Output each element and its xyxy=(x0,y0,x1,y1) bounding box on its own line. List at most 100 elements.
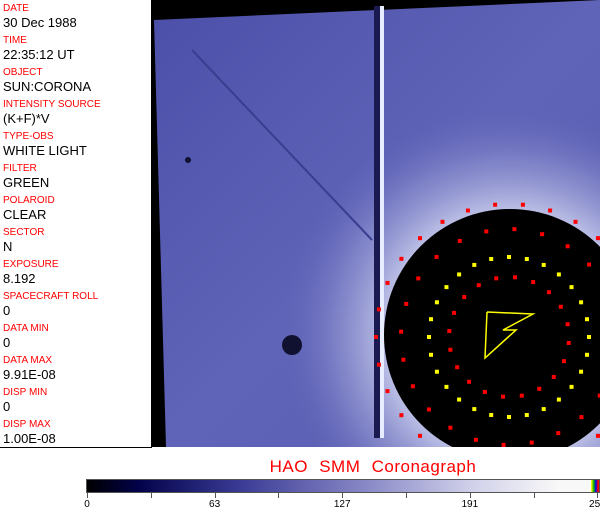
colorbar-tick-label: 0 xyxy=(84,499,90,510)
field-value: (K+F)*V xyxy=(3,111,50,126)
red-marker xyxy=(376,362,381,367)
field-value: 22:35:12 UT xyxy=(3,47,75,62)
red-marker xyxy=(520,202,525,207)
red-marker xyxy=(587,262,592,267)
field-value: 0 xyxy=(3,303,11,318)
field-value: WHITE LIGHT xyxy=(3,143,87,158)
field-value: 8.192 xyxy=(3,271,36,286)
red-marker xyxy=(376,307,381,312)
occulter-disk xyxy=(384,209,600,447)
red-marker xyxy=(493,202,498,207)
red-marker xyxy=(401,357,406,362)
yellow-marker xyxy=(489,257,494,262)
red-marker xyxy=(482,389,487,394)
field-label: DISP MAX xyxy=(3,419,51,430)
red-marker xyxy=(529,440,534,445)
red-marker xyxy=(566,340,571,345)
field-value: 0 xyxy=(3,399,11,414)
red-marker xyxy=(426,407,431,412)
coronagraph-image xyxy=(152,0,600,447)
yellow-marker xyxy=(541,262,546,267)
plot-title: HAO SMM Coronagraph xyxy=(269,457,477,476)
yellow-marker xyxy=(434,369,439,374)
field-label: DATA MAX xyxy=(3,355,53,366)
red-marker xyxy=(558,304,563,309)
yellow-marker xyxy=(444,384,449,389)
red-marker xyxy=(455,365,460,370)
colorbar-tick-label: 191 xyxy=(461,499,479,510)
red-marker xyxy=(573,219,578,224)
red-marker xyxy=(537,386,542,391)
yellow-marker xyxy=(584,352,589,357)
yellow-marker xyxy=(507,255,511,259)
yellow-marker xyxy=(524,257,529,262)
colorbar-tick xyxy=(342,492,344,498)
red-marker xyxy=(556,431,561,436)
red-marker xyxy=(546,290,551,295)
yellow-marker xyxy=(429,352,434,357)
red-marker xyxy=(561,359,566,364)
colorbar-tick-label: 127 xyxy=(333,499,351,510)
red-marker xyxy=(476,283,481,288)
red-marker xyxy=(448,425,453,430)
red-marker xyxy=(399,413,404,418)
red-marker xyxy=(551,374,556,379)
red-marker xyxy=(399,329,404,334)
yellow-marker xyxy=(444,285,449,290)
red-marker xyxy=(447,329,452,334)
colorbar-tick xyxy=(87,492,88,498)
field-label: OBJECT xyxy=(3,67,43,78)
red-marker xyxy=(465,208,470,213)
field-label: TIME xyxy=(3,35,27,46)
colorbar xyxy=(86,479,600,493)
yellow-marker xyxy=(489,412,494,417)
red-marker xyxy=(467,379,472,384)
red-marker xyxy=(501,442,506,447)
colorbar-tick xyxy=(597,492,599,498)
colorbar-tick-label: 255 xyxy=(589,499,600,510)
red-marker xyxy=(404,301,409,306)
red-marker xyxy=(595,433,600,438)
yellow-marker xyxy=(541,407,546,412)
yellow-marker xyxy=(472,262,477,267)
field-label: INTENSITY SOURCE xyxy=(3,99,101,110)
field-value: 9.91E-08 xyxy=(3,367,56,382)
red-marker xyxy=(418,236,423,241)
dust-spot xyxy=(282,335,302,355)
field-value: 0 xyxy=(3,335,11,350)
colorbar-tick xyxy=(406,492,407,498)
yellow-marker xyxy=(569,384,574,389)
red-marker xyxy=(531,280,536,285)
field-value: GREEN xyxy=(3,175,50,190)
colorbar-tick xyxy=(278,492,280,498)
red-marker xyxy=(501,394,506,399)
red-marker xyxy=(512,275,517,280)
colorbar-tick xyxy=(150,492,152,498)
red-marker xyxy=(473,437,478,442)
yellow-marker xyxy=(584,317,589,322)
red-marker xyxy=(512,227,517,232)
red-marker xyxy=(374,335,378,339)
yellow-marker xyxy=(556,272,561,277)
colorbar-tick xyxy=(533,492,535,498)
red-marker xyxy=(565,244,570,249)
red-marker xyxy=(494,276,499,281)
field-label: EXPOSURE xyxy=(3,259,59,270)
colorbar-tick-label: 63 xyxy=(209,499,221,510)
field-label: SECTOR xyxy=(3,227,45,238)
red-marker xyxy=(519,393,524,398)
red-marker xyxy=(484,229,489,234)
occulter-pylon xyxy=(374,6,380,438)
yellow-marker xyxy=(587,335,591,339)
red-marker xyxy=(410,384,415,389)
field-value: N xyxy=(3,239,13,254)
yellow-marker xyxy=(427,335,431,339)
field-label: DATE xyxy=(3,3,29,14)
field-label: TYPE-OBS xyxy=(3,131,54,142)
field-value: CLEAR xyxy=(3,207,47,222)
red-marker xyxy=(595,236,600,241)
yellow-marker xyxy=(569,285,574,290)
red-marker xyxy=(548,208,553,213)
header-info-panel: DATE 30 Dec 1988 TIME 22:35:12 UT OBJECT S… xyxy=(0,0,152,448)
field-label: SPACECRAFT ROLL xyxy=(3,291,99,302)
